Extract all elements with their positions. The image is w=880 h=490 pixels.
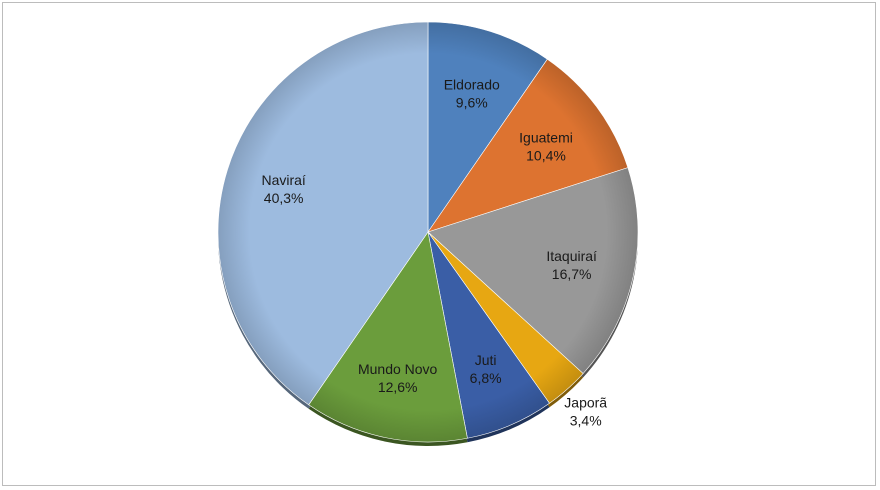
label-name-navirai: Naviraí [261, 172, 305, 188]
slice-mundo-novo [308, 231, 468, 443]
label-value-iguatemi: 10,4% [526, 147, 566, 163]
label-name-mundo-novo: Mundo Novo [358, 361, 438, 377]
slice-navirai [217, 21, 429, 406]
slice-eldorado [427, 21, 548, 233]
label-value-mundo-novo: 12,6% [378, 379, 418, 395]
label-name-eldorado: Eldorado [444, 77, 500, 93]
label-name-itaquirai: Itaquiraí [546, 248, 597, 264]
label-value-navirai: 40,3% [264, 190, 304, 206]
label-value-juti: 6,8% [470, 370, 502, 386]
label-name-iguatemi: Iguatemi [519, 129, 573, 145]
slice-itaquirai [427, 167, 639, 374]
label-name-japora: Japorã [564, 394, 607, 410]
pie-labels: Eldorado 9,6% Iguatemi 10,4% Itaquiraí 16,7% J… [261, 77, 607, 429]
label-value-eldorado: 9,6% [456, 95, 488, 111]
slice-iguatemi [427, 58, 629, 233]
pie-slices [217, 21, 639, 443]
label-name-juti: Juti [475, 352, 497, 368]
label-value-japora: 3,4% [570, 412, 602, 428]
label-value-itaquirai: 16,7% [552, 266, 592, 282]
